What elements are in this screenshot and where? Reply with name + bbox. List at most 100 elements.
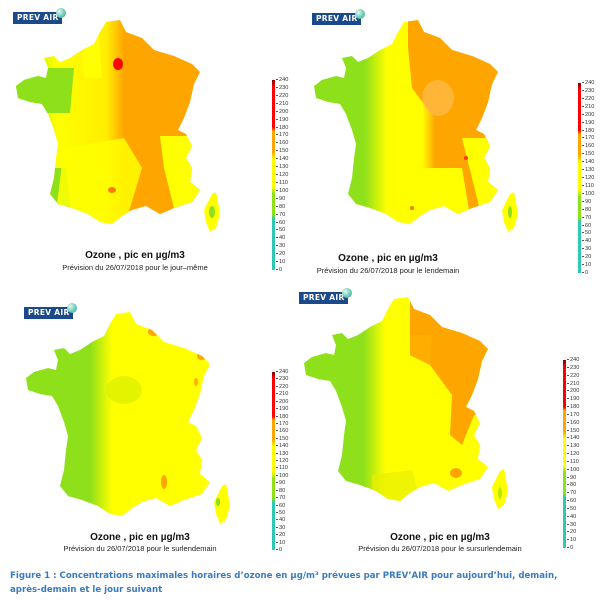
colorbar-tick-label: 210 <box>582 104 594 110</box>
colorbar-tick-label: 130 <box>276 451 288 457</box>
colorbar-tick-label: 200 <box>276 399 288 405</box>
colorbar-tick-label: 190 <box>276 406 288 412</box>
colorbar-tick-label: 40 <box>567 514 576 520</box>
colorbar-tick-label: 90 <box>567 475 576 481</box>
colorbar-tick-label: 10 <box>567 537 576 543</box>
colorbar-tick-label: 170 <box>276 132 288 138</box>
colorbar-tick-label: 230 <box>276 376 288 382</box>
colorbar-tick-label: 170 <box>582 135 594 141</box>
ozone-colorbar: 240 230 220 210 200 190 180 170 160 150 140 130 120 1… <box>272 369 302 553</box>
colorbar-gradient <box>272 80 275 270</box>
colorbar-tick-label: 190 <box>582 120 594 126</box>
map-subtitle: Prévision du 26/07/2018 pour le sursurle… <box>358 544 522 553</box>
map-subtitle: Prévision du 26/07/2018 pour le surlende… <box>63 544 217 553</box>
colorbar-tick-label: 20 <box>567 529 576 535</box>
colorbar-tick-label: 180 <box>276 125 288 131</box>
colorbar-tick-label: 40 <box>276 235 285 241</box>
map-subtitle: Prévision du 26/07/2018 pour le lendemai… <box>316 266 460 275</box>
map-title: Ozone , pic en µg/m3 <box>390 532 490 543</box>
colorbar-tick-label: 60 <box>582 223 591 229</box>
colorbar-tick-label: 40 <box>276 517 285 523</box>
colorbar-tick-label: 90 <box>276 480 285 486</box>
figure-caption-line-1: Figure 1 : Concentrations maximales hora… <box>10 571 558 581</box>
colorbar-tick-label: 220 <box>567 373 579 379</box>
colorbar-tick-label: 80 <box>276 204 285 210</box>
globe-icon <box>67 303 77 313</box>
colorbar-tick-label: 150 <box>582 151 594 157</box>
colorbar-tick-label: 140 <box>567 435 579 441</box>
colorbar-tick-label: 30 <box>276 525 285 531</box>
ozone-colorbar: 240 230 220 210 200 190 180 170 160 150 140 130 120 1… <box>563 357 593 551</box>
map-panel-surlendemain: PREV AIR <box>0 290 300 555</box>
colorbar-gradient <box>272 372 275 550</box>
colorbar-tick-label: 220 <box>276 93 288 99</box>
france-ozone-map <box>312 18 532 253</box>
figure-caption-line-2: après-demain et le jour suivant <box>10 585 163 595</box>
colorbar-tick-label: 200 <box>567 388 579 394</box>
prevair-logo: PREV AIR <box>299 288 352 304</box>
colorbar-tick-label: 50 <box>567 506 576 512</box>
map-title: Ozone , pic en µg/m3 <box>338 253 438 264</box>
colorbar-tick-label: 90 <box>276 196 285 202</box>
colorbar-tick-label: 50 <box>276 227 285 233</box>
colorbar-tick-label: 90 <box>582 199 591 205</box>
colorbar-gradient <box>563 360 566 548</box>
colorbar-tick-label: 180 <box>567 404 579 410</box>
map-panel-lendemain: PREV AIR <box>300 0 605 285</box>
colorbar-tick-label: 240 <box>276 369 288 375</box>
colorbar-tick-label: 110 <box>276 465 288 471</box>
colorbar-tick-label: 200 <box>582 112 594 118</box>
colorbar-tick-label: 0 <box>582 270 588 276</box>
colorbar-tick-label: 60 <box>276 220 285 226</box>
globe-icon <box>342 288 352 298</box>
colorbar-tick-label: 80 <box>567 482 576 488</box>
colorbar-tick-label: 170 <box>567 412 579 418</box>
colorbar-tick-label: 50 <box>276 510 285 516</box>
prevair-logo: PREV AIR <box>13 8 66 24</box>
colorbar-tick-label: 210 <box>567 381 579 387</box>
colorbar-tick-label: 210 <box>276 391 288 397</box>
map-panel-jour-meme: PREV AIR <box>0 0 300 285</box>
colorbar-tick-label: 70 <box>582 215 591 221</box>
colorbar-tick-label: 50 <box>582 230 591 236</box>
globe-icon <box>355 9 365 19</box>
colorbar-tick-label: 160 <box>582 143 594 149</box>
colorbar-tick-label: 150 <box>276 148 288 154</box>
france-ozone-map <box>14 18 234 248</box>
colorbar-tick-label: 220 <box>276 384 288 390</box>
colorbar-tick-label: 80 <box>582 207 591 213</box>
prevair-logo: PREV AIR <box>312 9 365 25</box>
france-ozone-map <box>24 310 244 535</box>
colorbar-tick-label: 180 <box>582 128 594 134</box>
colorbar-tick-label: 70 <box>276 212 285 218</box>
map-panel-sursurlendemain: PREV AIR Ozo <box>290 280 605 555</box>
colorbar-gradient <box>578 83 581 273</box>
colorbar-tick-label: 230 <box>582 88 594 94</box>
colorbar-tick-label: 240 <box>582 80 594 86</box>
colorbar-tick-label: 120 <box>276 172 288 178</box>
colorbar-tick-label: 190 <box>276 117 288 123</box>
colorbar-tick-label: 230 <box>276 85 288 91</box>
globe-icon <box>56 8 66 18</box>
ozone-colorbar: 240 230 220 210 200 190 180 170 160 150 140 130 120 1… <box>578 80 605 276</box>
figure-caption: Figure 1 : Concentrations maximales hora… <box>10 569 600 597</box>
colorbar-tick-label: 120 <box>276 458 288 464</box>
colorbar-tick-label: 30 <box>582 246 591 252</box>
colorbar-tick-label: 120 <box>567 451 579 457</box>
colorbar-tick-label: 130 <box>582 167 594 173</box>
colorbar-tick-label: 180 <box>276 414 288 420</box>
france-ozone-map <box>302 295 522 525</box>
colorbar-tick-label: 20 <box>276 532 285 538</box>
colorbar-tick-label: 140 <box>276 443 288 449</box>
prevair-logo: PREV AIR <box>24 303 77 319</box>
ozone-colorbar: 240 230 220 210 200 190 180 170 160 150 140 130 120 1… <box>272 77 302 273</box>
colorbar-tick-label: 100 <box>276 473 288 479</box>
colorbar-tick-label: 160 <box>567 420 579 426</box>
colorbar-tick-label: 210 <box>276 101 288 107</box>
colorbar-tick-label: 100 <box>582 191 594 197</box>
colorbar-tick-label: 230 <box>567 365 579 371</box>
colorbar-tick-label: 60 <box>276 503 285 509</box>
colorbar-tick-label: 10 <box>276 259 285 265</box>
map-title: Ozone , pic en µg/m3 <box>85 250 185 261</box>
colorbar-tick-label: 0 <box>567 545 573 551</box>
